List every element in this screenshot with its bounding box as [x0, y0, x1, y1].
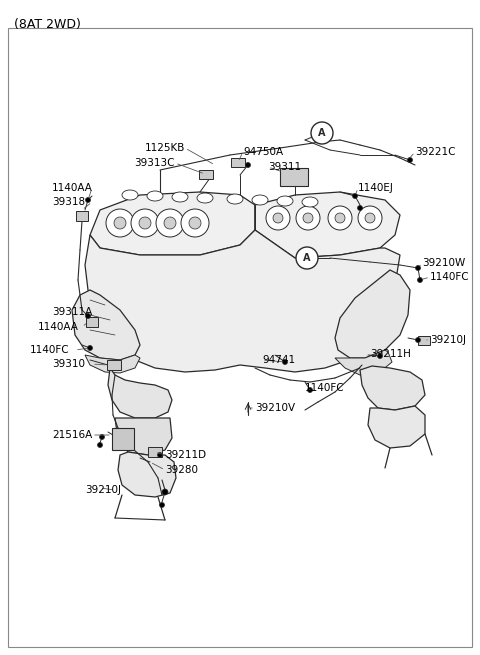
Circle shape [97, 443, 103, 447]
Circle shape [87, 345, 93, 350]
Polygon shape [335, 270, 410, 358]
Text: 1140AA: 1140AA [38, 322, 79, 332]
Polygon shape [368, 406, 425, 448]
Bar [231, 157, 245, 166]
Circle shape [85, 198, 91, 202]
Bar [199, 170, 213, 179]
Circle shape [328, 206, 352, 230]
Polygon shape [85, 230, 400, 372]
Bar [148, 447, 162, 457]
Text: 39313C: 39313C [134, 158, 175, 168]
Bar [76, 211, 88, 221]
Polygon shape [255, 192, 400, 258]
Bar [418, 335, 430, 345]
Text: 39210W: 39210W [422, 258, 465, 268]
Circle shape [418, 278, 422, 282]
Text: 39280: 39280 [165, 465, 198, 475]
Text: 1140AA: 1140AA [52, 183, 93, 193]
Text: 1140FC: 1140FC [30, 345, 70, 355]
Text: 39210V: 39210V [255, 403, 295, 413]
Bar [280, 168, 308, 186]
Circle shape [296, 247, 318, 269]
Circle shape [266, 206, 290, 230]
Ellipse shape [277, 196, 293, 206]
Text: 39211H: 39211H [370, 349, 411, 359]
Bar [107, 360, 121, 370]
Circle shape [335, 213, 345, 223]
Circle shape [296, 206, 320, 230]
Polygon shape [90, 192, 255, 255]
Circle shape [162, 489, 168, 495]
Circle shape [159, 502, 165, 508]
Text: 1125KB: 1125KB [144, 143, 185, 153]
Circle shape [273, 213, 283, 223]
Circle shape [114, 217, 126, 229]
Text: 21516A: 21516A [52, 430, 92, 440]
Polygon shape [118, 452, 176, 497]
Text: 39311A: 39311A [52, 307, 92, 317]
Circle shape [303, 213, 313, 223]
Circle shape [156, 209, 184, 237]
Text: 39311: 39311 [268, 162, 301, 172]
Circle shape [311, 122, 333, 144]
Circle shape [164, 217, 176, 229]
Circle shape [352, 193, 358, 198]
Ellipse shape [172, 192, 188, 202]
Text: 39211D: 39211D [165, 450, 206, 460]
Ellipse shape [147, 191, 163, 201]
Ellipse shape [227, 194, 243, 204]
Text: 39210J: 39210J [430, 335, 466, 345]
Text: 1140FC: 1140FC [430, 272, 469, 282]
Polygon shape [85, 355, 140, 373]
Circle shape [99, 434, 105, 440]
Polygon shape [108, 368, 172, 418]
Ellipse shape [302, 197, 318, 207]
Polygon shape [335, 350, 392, 375]
Circle shape [416, 337, 420, 343]
Ellipse shape [122, 190, 138, 200]
Circle shape [365, 213, 375, 223]
Text: 39210J: 39210J [85, 485, 121, 495]
Text: 1140FC: 1140FC [305, 383, 345, 393]
Text: (8AT 2WD): (8AT 2WD) [14, 18, 81, 31]
Text: 39221C: 39221C [415, 147, 456, 157]
Circle shape [157, 453, 163, 457]
Circle shape [131, 209, 159, 237]
Circle shape [181, 209, 209, 237]
Circle shape [106, 209, 134, 237]
Circle shape [377, 354, 383, 358]
Text: A: A [303, 253, 311, 263]
Circle shape [358, 206, 362, 210]
Text: 39310: 39310 [52, 359, 85, 369]
Polygon shape [72, 290, 140, 360]
Bar [86, 317, 98, 327]
Text: 1140EJ: 1140EJ [358, 183, 394, 193]
Circle shape [85, 314, 91, 318]
Ellipse shape [252, 195, 268, 205]
Circle shape [308, 388, 312, 392]
Circle shape [189, 217, 201, 229]
Text: 94750A: 94750A [243, 147, 283, 157]
Ellipse shape [197, 193, 213, 203]
Circle shape [416, 265, 420, 271]
Circle shape [139, 217, 151, 229]
Circle shape [283, 360, 288, 364]
Text: A: A [318, 128, 326, 138]
Circle shape [245, 162, 251, 168]
Polygon shape [115, 418, 172, 455]
Text: 94741: 94741 [262, 355, 295, 365]
Circle shape [408, 157, 412, 162]
Text: 39318: 39318 [52, 197, 85, 207]
Circle shape [358, 206, 382, 230]
Bar [112, 428, 134, 450]
Polygon shape [360, 366, 425, 410]
